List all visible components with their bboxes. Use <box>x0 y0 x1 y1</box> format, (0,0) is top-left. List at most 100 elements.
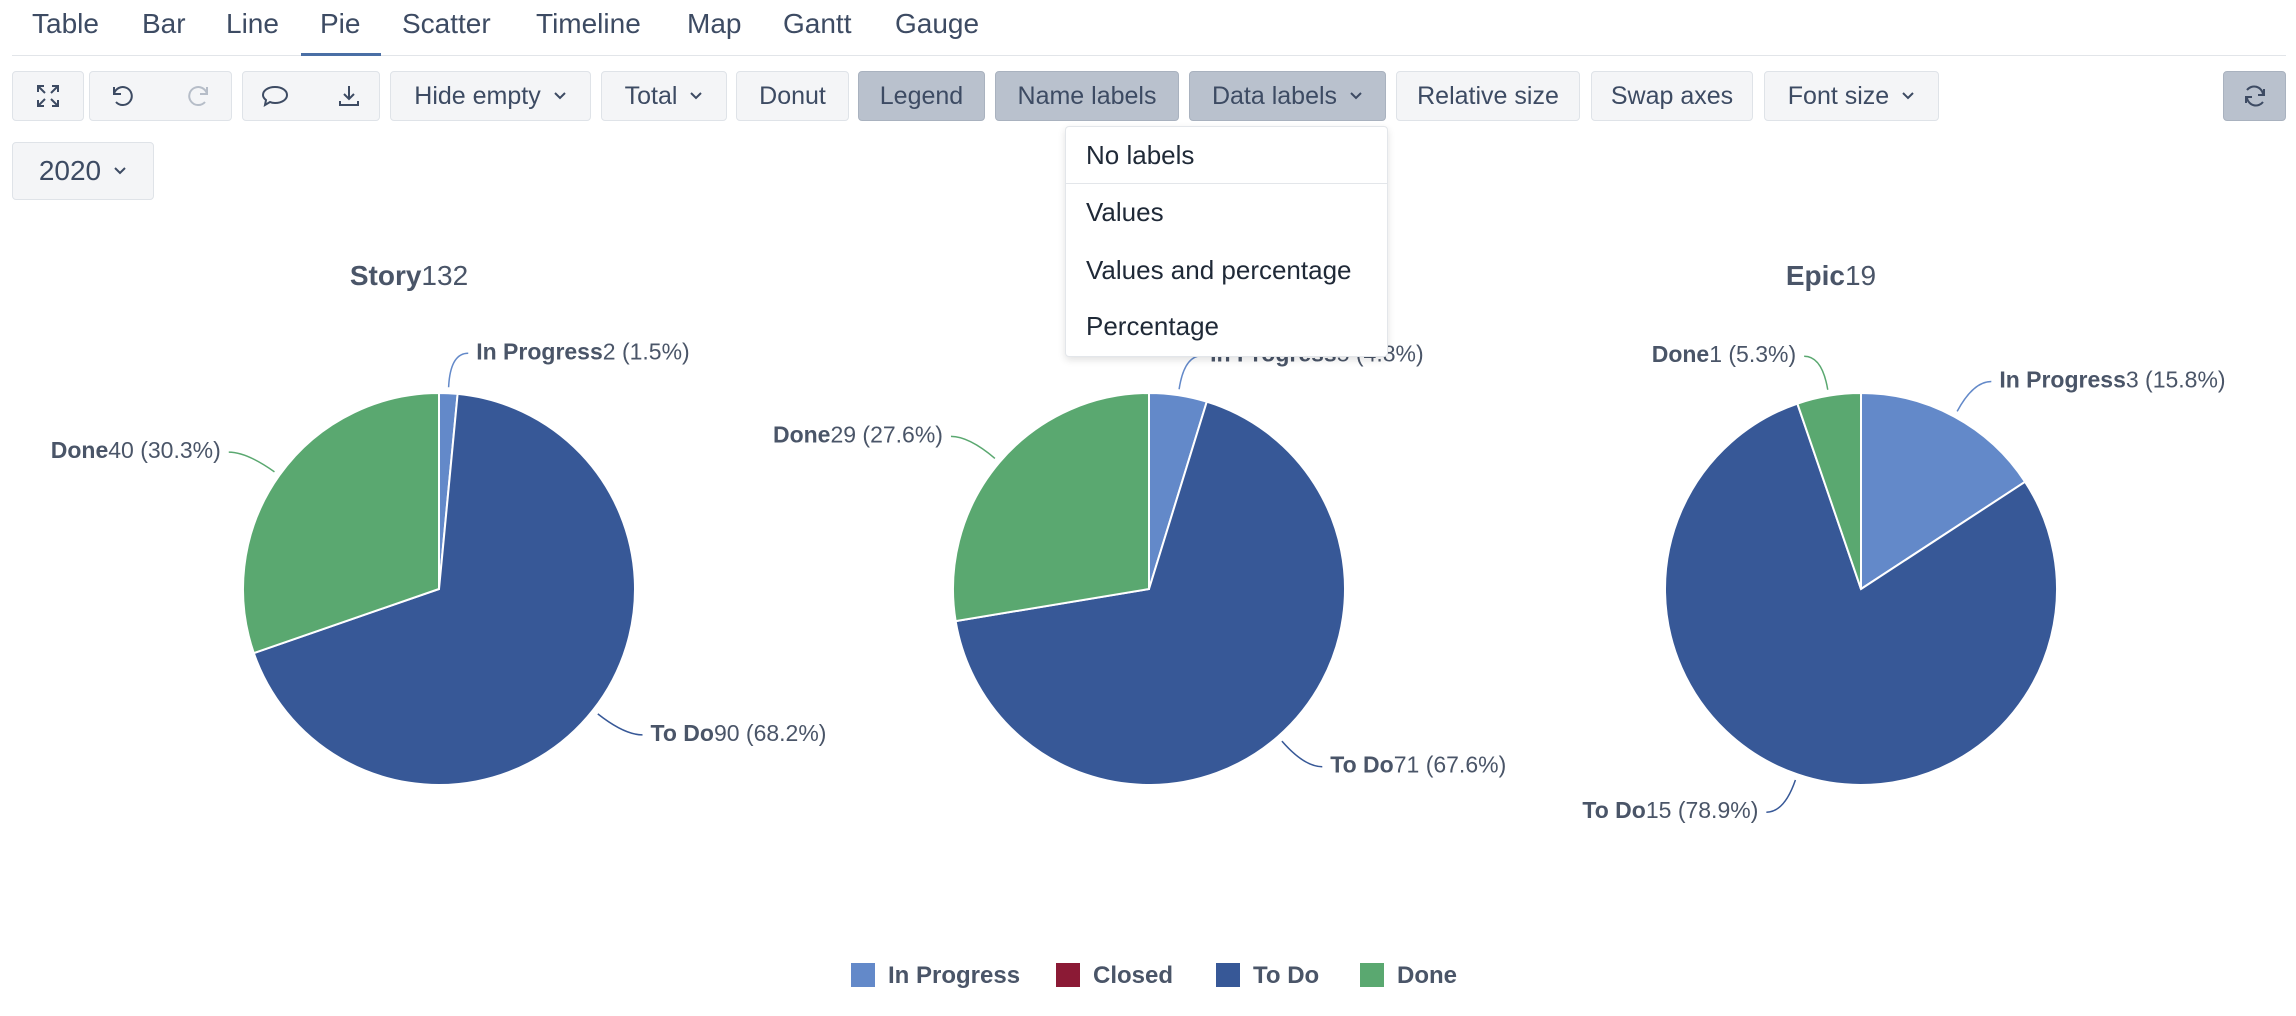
data-label-name: Done <box>51 437 109 463</box>
toolbar-button[interactable]: Data labels <box>1189 71 1386 121</box>
comment-button[interactable] <box>260 82 290 110</box>
dropdown-chevron <box>1350 92 1362 100</box>
chevron-path <box>1350 92 1362 100</box>
button-label: Legend <box>879 81 964 110</box>
pie-title: Epic19 <box>1786 260 1876 291</box>
data-label-name: In Progress <box>1999 367 2126 393</box>
toolbar-button[interactable]: Relative size <box>1396 71 1580 121</box>
data-label-value: 1 (5.3%) <box>1709 341 1796 367</box>
refresh-button[interactable] <box>2223 71 2286 121</box>
pie-title-name: Story <box>350 260 422 291</box>
tab[interactable]: Map <box>687 8 742 39</box>
dropdown-chevron <box>1902 92 1914 100</box>
export-button[interactable] <box>335 82 363 110</box>
toolbar-button[interactable]: Legend <box>858 71 985 121</box>
tab[interactable]: Pie <box>320 8 361 39</box>
data-label-name: To Do <box>1582 797 1645 823</box>
button-label: Swap axes <box>1610 81 1734 110</box>
button-label: Font size <box>1787 81 1890 110</box>
tab[interactable]: Timeline <box>536 8 641 39</box>
data-label-value: 71 (67.6%) <box>1394 752 1507 778</box>
tab[interactable]: Table <box>32 8 99 39</box>
button-label: Donut <box>759 81 826 110</box>
dropdown-chevron <box>554 92 566 100</box>
year-selector[interactable]: 2020 <box>12 142 154 200</box>
button-label: Total <box>624 81 678 110</box>
data-labels-menu: No labels Values Values and percentage Perc… <box>1065 126 1388 357</box>
undo-button[interactable] <box>108 82 136 110</box>
menu-item[interactable]: Percentage <box>1086 311 1219 341</box>
legend-label[interactable]: To Do <box>1253 962 1320 989</box>
toolbar-button[interactable]: Hide empty <box>390 71 591 121</box>
pie-title-name: Epic <box>1786 260 1845 291</box>
label-leader <box>447 352 469 388</box>
data-label: Done29 (27.6%) <box>773 421 943 447</box>
tab[interactable]: Scatter <box>402 8 491 39</box>
pie-slice <box>1663 402 2058 786</box>
label-leader <box>1178 354 1203 390</box>
tab-divider <box>12 55 2286 56</box>
pie-title-total: 132 <box>421 260 468 291</box>
label-leader <box>1766 779 1797 813</box>
legend-swatch <box>851 963 875 987</box>
menu-divider <box>1066 183 1387 184</box>
label-leader <box>1804 355 1829 390</box>
label-leader <box>1281 740 1323 768</box>
button-label: Data labels <box>1211 81 1338 110</box>
pie-slice <box>252 392 636 786</box>
toolbar-button[interactable]: Name labels <box>995 71 1179 121</box>
chevron-path <box>690 92 703 100</box>
data-label-name: In Progress <box>476 338 603 364</box>
label-leader <box>228 451 275 473</box>
data-label: In Progress3 (15.8%) <box>1999 367 2225 393</box>
tab[interactable]: Gauge <box>895 8 980 39</box>
data-label: To Do90 (68.2%) <box>651 720 827 746</box>
data-label: In Progress2 (1.5%) <box>476 338 689 364</box>
tab[interactable]: Gantt <box>783 8 852 39</box>
comment-export-group <box>242 71 380 121</box>
data-label-value: 15 (78.9%) <box>1646 797 1759 823</box>
menu-item[interactable]: No labels <box>1086 140 1195 170</box>
year-label: 2020 <box>38 155 102 186</box>
pie-slice <box>1796 391 1862 590</box>
data-label-name: To Do <box>651 720 714 746</box>
data-label: Done1 (5.3%) <box>1652 341 1796 367</box>
data-label-name: To Do <box>1330 752 1393 778</box>
data-label: Done40 (30.3%) <box>51 437 221 463</box>
toolbar-button[interactable]: Font size <box>1764 71 1939 121</box>
legend-label[interactable]: Done <box>1397 962 1457 989</box>
data-label: To Do71 (67.6%) <box>1330 752 1506 778</box>
button-label: Hide empty <box>414 81 541 110</box>
data-label-value: 40 (30.3%) <box>108 437 221 463</box>
data-label-value: 3 (15.8%) <box>2126 367 2226 393</box>
legend-swatch <box>1360 963 1384 987</box>
tab[interactable]: Bar <box>142 8 186 39</box>
data-label-name: Done <box>1652 341 1710 367</box>
chevron-path <box>554 92 566 100</box>
data-label-value: 29 (27.6%) <box>830 421 943 447</box>
button-label: Name labels <box>1017 81 1157 110</box>
button-label: Relative size <box>1417 81 1559 110</box>
toolbar-button[interactable]: Swap axes <box>1591 71 1753 121</box>
active-tab-underline <box>301 53 381 56</box>
legend-label[interactable]: Closed <box>1093 962 1174 989</box>
fullscreen-button[interactable] <box>12 71 84 121</box>
legend-label[interactable]: In Progress <box>888 962 1021 989</box>
menu-item[interactable]: Values and percentage <box>1086 255 1352 285</box>
pie-slice <box>1860 391 2027 591</box>
toolbar-button[interactable]: Donut <box>736 71 849 121</box>
pie-slice <box>952 391 1150 623</box>
dropdown-chevron <box>690 92 703 100</box>
legend-swatch <box>1216 963 1240 987</box>
menu-item[interactable]: Values <box>1086 197 1164 227</box>
toolbar-button[interactable]: Total <box>601 71 727 121</box>
pie-slice <box>242 391 440 655</box>
chevron-path <box>1902 92 1914 100</box>
legend-swatch <box>1056 963 1080 987</box>
redo-button[interactable] <box>185 82 213 110</box>
data-label-value: 90 (68.2%) <box>714 720 827 746</box>
tab[interactable]: Line <box>226 8 279 39</box>
data-label-name: Done <box>773 421 831 447</box>
